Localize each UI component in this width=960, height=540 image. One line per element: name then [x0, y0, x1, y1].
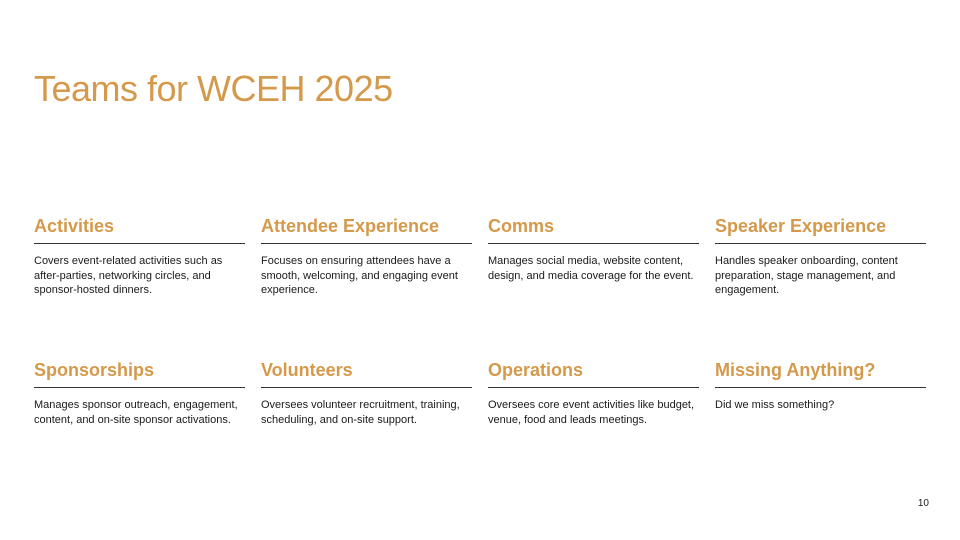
page-title: Teams for WCEH 2025: [34, 68, 393, 109]
team-title: Sponsorships: [34, 360, 155, 380]
team-title: Attendee Experience: [261, 216, 440, 236]
team-title: Activities: [34, 216, 115, 236]
team-title: Comms: [488, 216, 555, 236]
team-card-attendee-experience: Attendee Experience Focuses on ensuring …: [261, 214, 472, 358]
divider: [34, 243, 245, 244]
divider: [261, 243, 472, 244]
divider: [34, 387, 245, 388]
team-description: Oversees core event activities like budg…: [488, 399, 695, 426]
team-card-missing-anything: Missing Anything? Did we miss something?: [715, 358, 926, 458]
team-description: Manages social media, website content, d…: [488, 255, 694, 282]
team-card-activities: Activities Covers event-related activiti…: [34, 214, 245, 358]
divider: [715, 243, 926, 244]
team-title: Operations: [488, 360, 584, 380]
divider: [488, 243, 699, 244]
divider: [261, 387, 472, 388]
team-description: Oversees volunteer recruitment, training…: [261, 399, 460, 426]
team-card-comms: Comms Manages social media, website cont…: [488, 214, 699, 358]
team-description: Manages sponsor outreach, engagement, co…: [34, 399, 238, 426]
team-title: Missing Anything?: [715, 360, 876, 380]
page-number: 10: [917, 498, 929, 509]
team-card-volunteers: Volunteers Oversees volunteer recruitmen…: [261, 358, 472, 458]
team-description: Handles speaker onboarding, content prep…: [715, 255, 898, 296]
team-card-sponsorships: Sponsorships Manages sponsor outreach, e…: [34, 358, 245, 458]
team-description: Covers event-related activities such as …: [34, 255, 223, 296]
divider: [488, 387, 699, 388]
team-title: Speaker Experience: [715, 216, 887, 236]
teams-grid: Activities Covers event-related activiti…: [34, 214, 926, 458]
team-card-operations: Operations Oversees core event activitie…: [488, 358, 699, 458]
team-description: Focuses on ensuring attendees have a smo…: [261, 255, 458, 296]
team-title: Volunteers: [261, 360, 353, 380]
team-card-speaker-experience: Speaker Experience Handles speaker onboa…: [715, 214, 926, 358]
team-description: Did we miss something?: [715, 399, 835, 411]
divider: [715, 387, 926, 388]
